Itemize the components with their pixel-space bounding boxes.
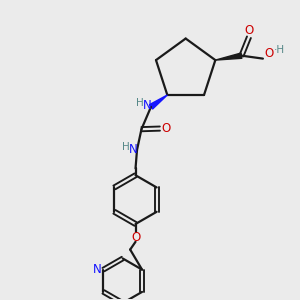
Text: O: O — [162, 122, 171, 135]
Text: N: N — [143, 100, 152, 112]
Text: N: N — [92, 263, 101, 276]
Text: O: O — [265, 47, 274, 60]
Text: O: O — [244, 24, 254, 37]
Polygon shape — [149, 95, 167, 109]
Text: ·H: ·H — [274, 45, 285, 55]
Text: H: H — [122, 142, 130, 152]
Text: O: O — [131, 231, 140, 244]
Text: N: N — [129, 143, 137, 156]
Polygon shape — [215, 53, 242, 60]
Text: H: H — [136, 98, 144, 108]
